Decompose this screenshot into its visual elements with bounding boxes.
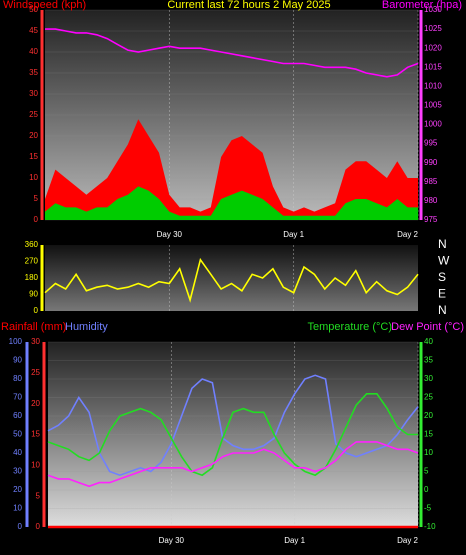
tick-label: 1025 xyxy=(424,24,442,33)
line xyxy=(44,257,419,303)
tick-label: 100 xyxy=(9,337,23,346)
tick-label: 25 xyxy=(31,368,40,377)
line xyxy=(45,28,419,78)
tick-label: 50 xyxy=(29,5,38,14)
tick-label: 20 xyxy=(424,411,433,420)
tick-label: 1005 xyxy=(424,101,442,110)
tick-label: 40 xyxy=(424,337,433,346)
tick-label: 1010 xyxy=(424,81,442,90)
tick-label: 90 xyxy=(29,290,38,299)
tick-label: 35 xyxy=(29,68,38,77)
tick-label: 60 xyxy=(13,411,22,420)
line xyxy=(47,441,419,488)
legend-label: Windspeed (kph) xyxy=(3,0,86,11)
area xyxy=(45,186,418,220)
tick-label: 270 xyxy=(25,257,39,266)
tick-label: 1020 xyxy=(424,43,442,52)
tick-label: 0 xyxy=(18,522,23,531)
tick-label: 985 xyxy=(424,177,438,186)
tick-label: W xyxy=(438,254,450,268)
tick-label: 10 xyxy=(13,504,22,513)
tick-label: E xyxy=(438,287,446,301)
tick-label: 1030 xyxy=(424,5,442,14)
tick-label: 40 xyxy=(13,448,22,457)
tick-label: -10 xyxy=(424,522,436,531)
tick-label: 990 xyxy=(424,158,438,167)
tick-label: 45 xyxy=(29,26,38,35)
tick-label: 20 xyxy=(29,131,38,140)
legend-label: Temperature (°C) xyxy=(308,321,392,333)
tick-label: 0 xyxy=(34,215,39,224)
tick-label: 25 xyxy=(29,110,38,119)
plot-area xyxy=(48,342,418,527)
x-tick-label: Day 30 xyxy=(159,536,185,545)
tick-label: 25 xyxy=(424,393,433,402)
tick-label: 995 xyxy=(424,139,438,148)
tick-label: 20 xyxy=(13,485,22,494)
tick-label: 360 xyxy=(25,240,39,249)
tick-label: 10 xyxy=(29,173,38,182)
line xyxy=(47,374,419,477)
tick-label: 80 xyxy=(13,374,22,383)
tick-label: 5 xyxy=(36,491,41,500)
tick-label: 1000 xyxy=(424,120,442,129)
tick-label: 0 xyxy=(36,522,41,531)
tick-label: 30 xyxy=(13,467,22,476)
tick-label: 1015 xyxy=(424,62,442,71)
tick-label: 40 xyxy=(29,47,38,56)
tick-label: 10 xyxy=(31,460,40,469)
tick-label: 70 xyxy=(13,393,22,402)
tick-label: 90 xyxy=(13,356,22,365)
tick-label: 975 xyxy=(424,215,438,224)
tick-label: 30 xyxy=(31,337,40,346)
tick-label: 10 xyxy=(424,448,433,457)
tick-label: 980 xyxy=(424,196,438,205)
plot-area xyxy=(45,245,418,311)
tick-label: 0 xyxy=(34,306,39,315)
legend-label: Barometer (hpa) xyxy=(382,0,462,11)
tick-label: 35 xyxy=(424,356,433,365)
tick-label: 20 xyxy=(31,399,40,408)
chart-title: Current last 72 hours 2 May 2025 xyxy=(167,0,330,11)
tick-label: 180 xyxy=(25,273,39,282)
x-tick-label: Day 30 xyxy=(157,230,183,239)
x-tick-label: Day 1 xyxy=(284,536,305,545)
legend-label: Humidity xyxy=(65,321,108,333)
tick-label: 30 xyxy=(29,89,38,98)
tick-label: N xyxy=(438,237,447,251)
legend-label: Rainfall (mm) xyxy=(1,321,66,333)
x-tick-label: Day 2 xyxy=(397,230,418,239)
tick-label: -5 xyxy=(424,504,432,513)
tick-label: 15 xyxy=(29,152,38,161)
tick-label: 0 xyxy=(424,485,429,494)
tick-label: 50 xyxy=(13,430,22,439)
line xyxy=(47,393,418,477)
tick-label: 15 xyxy=(424,430,433,439)
tick-label: S xyxy=(438,270,446,284)
tick-label: 15 xyxy=(31,430,40,439)
tick-label: 5 xyxy=(34,194,39,203)
x-tick-label: Day 2 xyxy=(397,536,418,545)
x-tick-label: Day 1 xyxy=(283,230,304,239)
tick-label: 5 xyxy=(424,467,429,476)
tick-label: N xyxy=(438,303,447,317)
tick-label: 30 xyxy=(424,374,433,383)
legend-label: Dew Point (°C) xyxy=(391,321,464,333)
